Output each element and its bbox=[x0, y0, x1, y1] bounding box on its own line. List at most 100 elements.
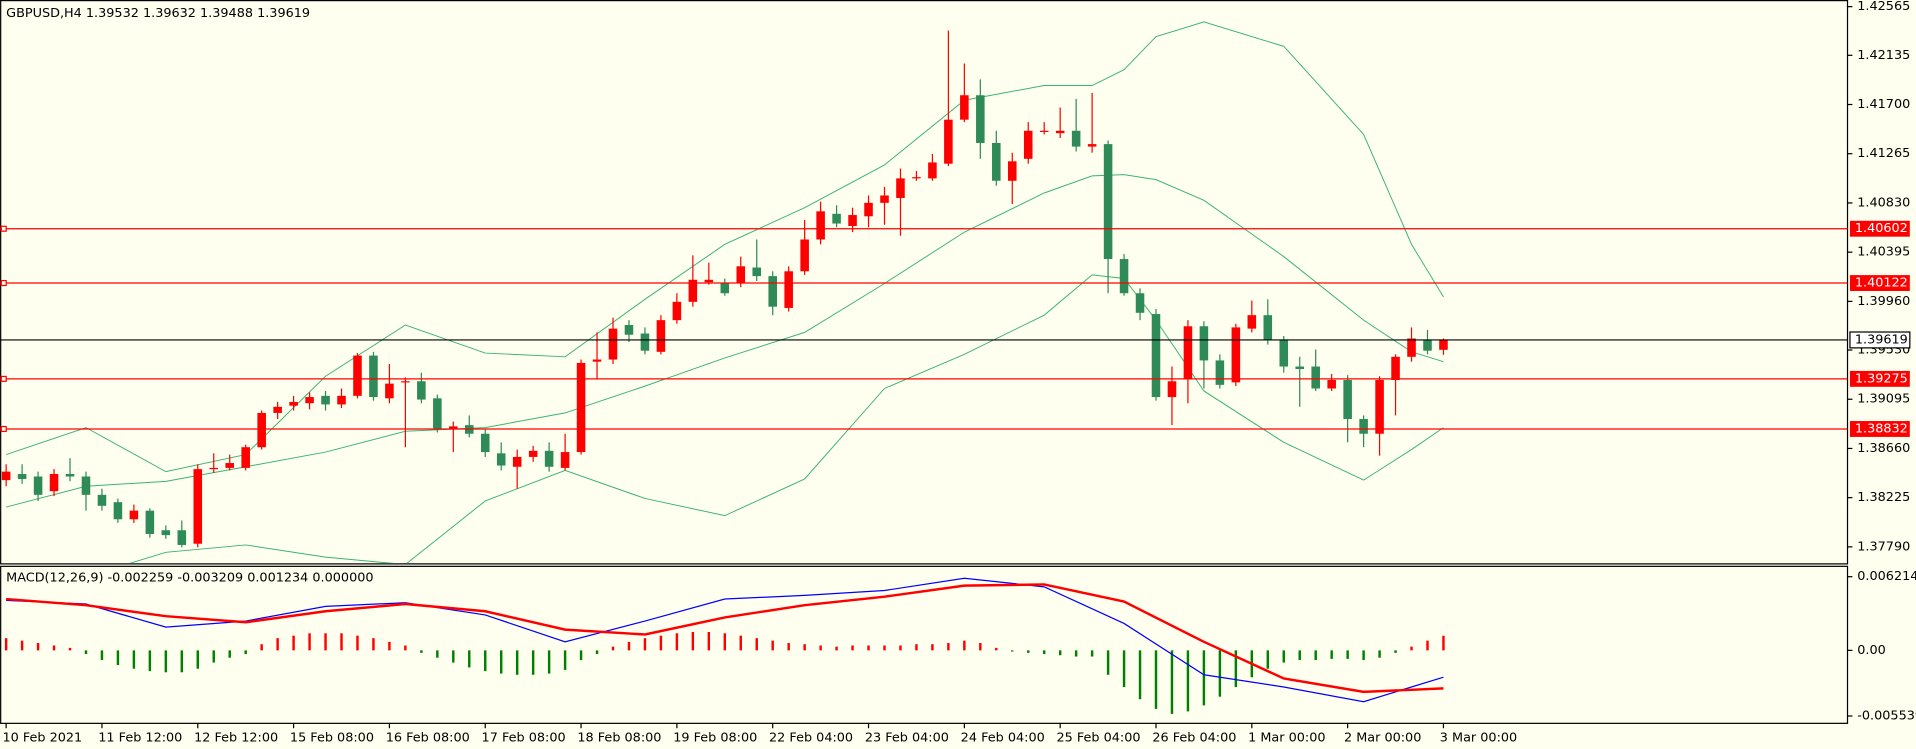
candle-body bbox=[305, 397, 314, 404]
candle-body bbox=[65, 474, 75, 477]
y-tick-label: 1.38225 bbox=[1857, 490, 1910, 505]
x-tick-label: 24 Feb 04:00 bbox=[961, 731, 1045, 746]
level-anchor bbox=[0, 279, 7, 287]
macd-histogram-bar bbox=[723, 633, 727, 651]
candle-body bbox=[976, 95, 985, 143]
macd-histogram-bar bbox=[308, 633, 311, 651]
macd-histogram-bar bbox=[771, 640, 774, 651]
macd-histogram-bar bbox=[260, 644, 263, 651]
candle-body bbox=[1071, 130, 1081, 147]
macd-histogram-bar bbox=[1394, 650, 1397, 653]
candle-body bbox=[1423, 339, 1432, 351]
candle-body bbox=[225, 463, 234, 468]
candle-body bbox=[1279, 339, 1289, 367]
y-tick-label: -0.005539 bbox=[1857, 709, 1916, 724]
candle-body bbox=[1391, 356, 1400, 380]
macd-histogram-bar bbox=[915, 644, 918, 651]
macd-histogram-bar bbox=[547, 650, 551, 674]
level-anchor bbox=[0, 375, 7, 382]
macd-histogram-bar bbox=[436, 650, 439, 658]
candle-body bbox=[1375, 379, 1384, 434]
macd-histogram-bar bbox=[835, 646, 838, 651]
y-tick-label: 1.39095 bbox=[1857, 392, 1910, 407]
level-label: 1.39275 bbox=[1855, 371, 1908, 386]
candle-body bbox=[1087, 144, 1097, 147]
candle-body bbox=[161, 530, 171, 536]
macd-histogram-bar bbox=[1218, 650, 1222, 697]
macd-histogram-bar bbox=[595, 650, 599, 655]
candle-body bbox=[1199, 326, 1209, 361]
macd-histogram-bar bbox=[867, 645, 870, 651]
macd-histogram-bar bbox=[1138, 650, 1142, 700]
macd-histogram-bar bbox=[563, 650, 567, 670]
candle-body bbox=[1007, 161, 1017, 181]
y-tick-label: 1.41265 bbox=[1857, 146, 1910, 161]
x-tick-label: 22 Feb 04:00 bbox=[769, 731, 853, 746]
macd-histogram-bar bbox=[404, 645, 407, 651]
candle-body bbox=[1311, 366, 1320, 389]
candle-body bbox=[624, 325, 634, 335]
y-tick-label: 1.39960 bbox=[1857, 294, 1910, 309]
macd-histogram-bar bbox=[36, 643, 40, 651]
candle-body bbox=[608, 328, 618, 360]
macd-histogram-bar bbox=[372, 638, 375, 651]
candle-body bbox=[257, 412, 266, 448]
candle-body bbox=[337, 395, 346, 405]
x-tick-label: 3 Mar 00:00 bbox=[1440, 731, 1517, 746]
candle-body bbox=[960, 95, 969, 120]
x-tick-label: 15 Feb 08:00 bbox=[290, 731, 374, 746]
candle-body bbox=[353, 355, 362, 396]
y-tick-label: 1.42565 bbox=[1857, 0, 1910, 14]
level-label-box bbox=[1849, 275, 1910, 291]
macd-histogram-bar bbox=[68, 647, 72, 651]
macd-histogram-bar bbox=[1058, 650, 1062, 656]
candle-body bbox=[385, 383, 394, 399]
macd-histogram-bar bbox=[132, 650, 136, 669]
candle-body bbox=[1359, 419, 1368, 434]
macd-histogram-bar bbox=[388, 641, 391, 651]
candle-body bbox=[896, 178, 905, 198]
macd-histogram-bar bbox=[979, 643, 982, 651]
level-label-box bbox=[1849, 220, 1910, 237]
x-tick-label: 16 Feb 08:00 bbox=[386, 731, 470, 746]
macd-histogram-bar bbox=[452, 650, 455, 663]
y-tick-label: 0.006214 bbox=[1857, 569, 1916, 584]
candle-body bbox=[321, 395, 330, 405]
x-tick-label: 25 Feb 04:00 bbox=[1057, 731, 1141, 746]
macd-histogram-bar bbox=[148, 650, 152, 672]
bollinger-band bbox=[5, 21, 1444, 473]
macd-histogram-bar bbox=[52, 645, 56, 651]
chart-title: GBPUSD,H4 1.39532 1.39632 1.39488 1.3961… bbox=[6, 6, 310, 21]
macd-histogram-bar bbox=[963, 640, 966, 651]
macd-histogram-bar bbox=[1027, 650, 1030, 653]
x-tick-label: 11 Feb 12:00 bbox=[98, 731, 182, 746]
y-tick-label: 0.00 bbox=[1857, 643, 1886, 658]
macd-histogram-bar bbox=[1442, 635, 1445, 651]
candle-body bbox=[401, 381, 410, 383]
candle-body bbox=[1295, 366, 1305, 370]
signal-line bbox=[6, 583, 1444, 694]
macd-histogram-bar bbox=[1378, 650, 1381, 658]
level-label-box bbox=[1849, 370, 1910, 387]
macd-histogram-bar bbox=[1266, 650, 1270, 669]
x-tick-label: 10 Feb 2021 bbox=[2, 731, 82, 746]
candle-body bbox=[672, 301, 682, 321]
level-anchor bbox=[0, 225, 7, 232]
macd-histogram-bar bbox=[1202, 650, 1206, 706]
candle-body bbox=[1103, 144, 1113, 260]
candle-body bbox=[417, 381, 426, 400]
candle-body bbox=[1247, 315, 1257, 329]
macd-histogram-bar bbox=[803, 644, 806, 651]
candle-body bbox=[880, 195, 889, 203]
macd-histogram-bar bbox=[579, 650, 583, 661]
macd-histogram-bar bbox=[1410, 646, 1413, 651]
candle-body bbox=[1407, 338, 1416, 357]
candle-body bbox=[1167, 381, 1177, 398]
macd-histogram-bar bbox=[1186, 650, 1190, 712]
candle-body bbox=[97, 494, 107, 506]
macd-histogram-bar bbox=[1011, 650, 1014, 652]
macd-histogram-bar bbox=[1330, 650, 1333, 659]
macd-histogram-bar bbox=[292, 635, 295, 651]
candle-body bbox=[209, 467, 219, 470]
